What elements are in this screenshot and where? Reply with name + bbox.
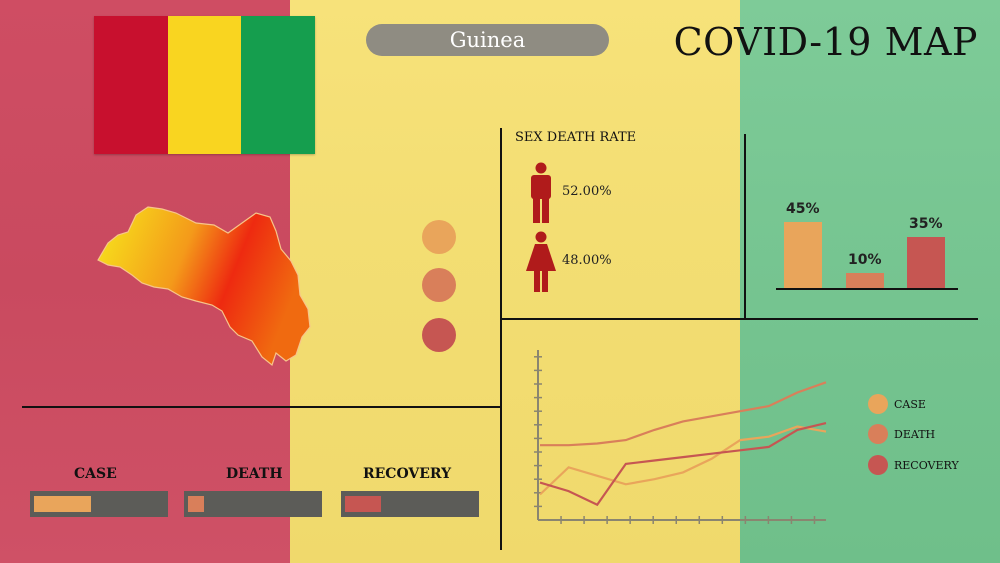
- series-line-case: [539, 425, 827, 496]
- background-yellow-stripe: [290, 0, 740, 563]
- divider-horizontal-left: [22, 406, 500, 408]
- country-name-pill: Guinea: [366, 24, 609, 56]
- legend-marker: [868, 424, 888, 444]
- female-figure-icon: [526, 231, 556, 292]
- category-bar-track: [341, 491, 479, 517]
- summary-bar-label: 45%: [786, 201, 820, 217]
- legend-label: CASE: [894, 398, 926, 411]
- flag-stripe-green: [241, 16, 316, 154]
- category-bar-track: [30, 491, 168, 517]
- divider-horizontal-right: [500, 318, 978, 320]
- category-bar-track: [184, 491, 322, 517]
- series-line-death: [540, 381, 827, 447]
- divider-vertical-bars: [744, 134, 746, 318]
- legend-label: DEATH: [894, 428, 936, 441]
- country-map: [97, 206, 311, 367]
- legend-marker: [868, 455, 888, 475]
- category-bar-fill: [34, 496, 92, 512]
- death-dot: [422, 268, 456, 302]
- page-title: COVID-19 MAP: [673, 20, 978, 64]
- male-figure-icon: [531, 162, 551, 223]
- summary-bar-label: 35%: [909, 215, 943, 232]
- legend-label: RECOVERY: [894, 459, 959, 472]
- case-dot: [422, 220, 456, 254]
- male-death-rate: 52.00%: [562, 184, 612, 199]
- sex-death-rate-title: SEX DEATH RATE: [515, 130, 637, 145]
- flag-stripe-yellow: [167, 16, 242, 154]
- divider-vertical-center: [500, 128, 502, 550]
- summary-bar: [784, 222, 822, 288]
- country-flag: [94, 16, 316, 154]
- flag-stripe-red: [94, 16, 168, 154]
- category-label: DEATH: [226, 466, 283, 482]
- category-label: CASE: [74, 466, 117, 482]
- category-bar-fill: [345, 496, 382, 512]
- category-bar-fill: [188, 496, 204, 512]
- line-chart: [534, 350, 827, 524]
- recovery-dot: [422, 318, 456, 352]
- legend-marker: [868, 394, 888, 414]
- category-label: RECOVERY: [363, 466, 452, 482]
- summary-bar: [907, 236, 945, 288]
- series-line-recovery: [539, 422, 827, 507]
- summary-bar: [846, 273, 884, 288]
- summary-bar-baseline: [776, 288, 958, 290]
- female-death-rate: 48.00%: [562, 253, 612, 268]
- summary-bar-label: 10%: [848, 252, 882, 269]
